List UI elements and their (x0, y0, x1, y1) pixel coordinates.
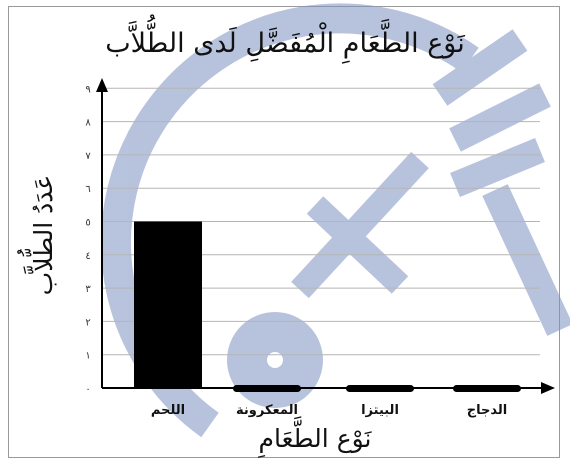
category-label-2: المعكرونة (236, 403, 298, 418)
y-tick-label: ٩ (85, 84, 90, 95)
y-tick-label: ٥ (85, 218, 90, 229)
x-axis-arrow (541, 382, 555, 394)
y-tick-label: ٨ (85, 118, 91, 129)
y-tick-label: ٦ (85, 184, 90, 195)
y-tick-label: ٤ (85, 251, 90, 262)
y-tick-label: ١ (85, 351, 90, 362)
category-labels: اللحم المعكرونة البيتزا الدجاج (151, 403, 507, 418)
y-tick-label: ٣ (85, 284, 91, 295)
x-axis-label: نَوْع الطَّعَامِ (257, 417, 372, 459)
bars (134, 221, 521, 392)
y-tick-label: ٠ (85, 384, 90, 395)
category-label-3: البيتزا (361, 403, 399, 418)
gridlines (102, 87, 540, 356)
y-tick-labels: ٠ ١ ٢ ٣ ٤ ٥ ٦ ٧ ٨ ٩ (85, 84, 91, 395)
category-label-4: الدجاج (467, 403, 507, 418)
y-tick-label: ٧ (85, 151, 91, 162)
y-axis-arrow (96, 78, 108, 92)
bar-1 (134, 221, 202, 388)
y-tick-label: ٢ (85, 317, 90, 328)
category-label-1: اللحم (151, 403, 185, 418)
y-axis-label: عَدَدُ الطُّلاَّب (18, 175, 58, 296)
